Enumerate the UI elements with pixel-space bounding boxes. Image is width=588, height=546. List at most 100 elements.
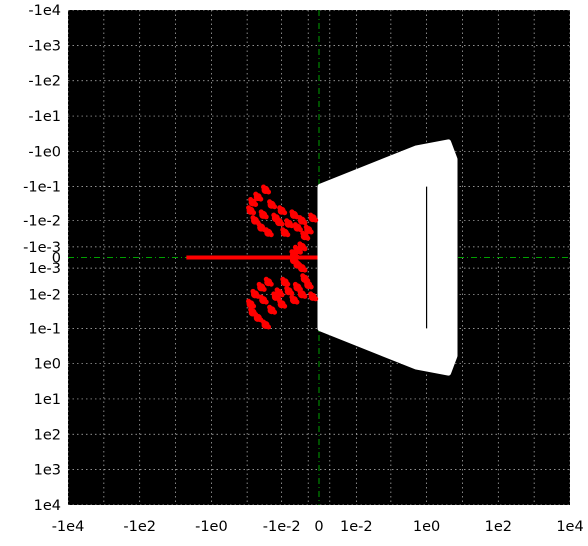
- data-point: [258, 294, 264, 300]
- data-point: [302, 246, 308, 252]
- scatter-points: [186, 184, 319, 330]
- x-tick-label: -1e0: [195, 519, 228, 535]
- data-point: [279, 292, 285, 298]
- data-point: [280, 276, 286, 282]
- series-arc: [289, 241, 308, 273]
- data-point: [263, 276, 269, 282]
- data-point: [289, 209, 295, 215]
- data-point: [305, 235, 311, 241]
- data-point: [268, 281, 274, 287]
- y-tick-label: 1e4: [34, 498, 61, 514]
- data-point: [308, 229, 314, 235]
- data-point: [297, 286, 303, 292]
- data-point: [267, 304, 273, 310]
- data-point: [282, 303, 288, 309]
- data-point: [313, 296, 319, 302]
- y-tick-label: 1e0: [34, 357, 61, 373]
- y-tick-label: -1e3: [28, 38, 61, 54]
- x-tick-label: -1e2: [123, 519, 156, 535]
- y-tick-label: -1e2: [28, 74, 61, 90]
- data-point: [289, 249, 295, 255]
- data-point: [256, 222, 262, 228]
- x-tick-label: 1e2: [485, 519, 512, 535]
- data-point: [261, 319, 267, 325]
- data-point: [272, 204, 278, 210]
- data-point: [274, 287, 280, 293]
- data-point: [308, 291, 314, 297]
- y-tick-label: 1e-3: [28, 261, 61, 277]
- x-tick-label: -1e-2: [263, 519, 301, 535]
- data-point: [284, 285, 290, 291]
- data-point: [294, 299, 300, 305]
- data-point: [284, 218, 290, 224]
- data-point: [271, 212, 277, 218]
- data-point: [313, 217, 319, 223]
- y-tick-labels: -1e4 -1e3 -1e2 -1e1 -1e0 -1e-1 -1e-2 -1e-301e-3…: [23, 3, 61, 514]
- y-tick-label: -1e1: [28, 109, 61, 125]
- data-point: [302, 220, 308, 226]
- data-point: [289, 290, 295, 296]
- data-point: [289, 254, 295, 260]
- data-point: [292, 222, 298, 228]
- x-tick-label: 1e-2: [340, 519, 373, 535]
- y-tick-label: 1e1: [34, 392, 61, 408]
- data-point: [297, 249, 303, 255]
- data-point: [266, 324, 272, 330]
- x-tick-label: 1e4: [556, 519, 583, 535]
- data-point: [274, 216, 280, 222]
- data-point: [277, 205, 283, 211]
- data-point: [253, 201, 259, 207]
- y-tick-label: -1e-2: [23, 214, 61, 230]
- data-point: [285, 281, 291, 287]
- data-point: [292, 244, 298, 250]
- data-point: [292, 281, 298, 287]
- x-tick-label: 0: [314, 519, 323, 535]
- data-point: [308, 284, 314, 290]
- data-point: [256, 281, 262, 287]
- series-lower-cluster: [246, 273, 319, 330]
- y-tick-label: 1e-1: [28, 321, 61, 337]
- data-point: [297, 215, 303, 221]
- data-point: [246, 298, 252, 304]
- data-point: [277, 298, 283, 304]
- data-point: [261, 184, 267, 190]
- x-tick-labels: -1e4 -1e2 -1e0 -1e-2 0 1e-2 1e0 1e2 1e4: [52, 519, 584, 535]
- y-tick-label: 0: [52, 251, 61, 267]
- data-point: [266, 189, 272, 195]
- data-point: [297, 241, 303, 247]
- data-point: [251, 303, 257, 309]
- data-point: [297, 227, 303, 233]
- y-tick-label: -1e-3: [23, 240, 61, 256]
- data-point: [263, 299, 269, 305]
- data-point: [302, 293, 308, 299]
- data-point: [268, 232, 274, 238]
- data-point: [300, 230, 306, 236]
- data-point: [258, 209, 264, 215]
- data-point: [292, 259, 298, 265]
- series-upper-cluster: [246, 184, 319, 241]
- data-point: [300, 273, 306, 279]
- data-point: [261, 286, 267, 292]
- data-point: [303, 224, 309, 230]
- data-point: [250, 288, 256, 294]
- data-point: [282, 210, 288, 216]
- data-point: [302, 267, 308, 273]
- data-point: [253, 312, 259, 318]
- data-point: [305, 278, 311, 284]
- white-region: [317, 139, 458, 376]
- data-point: [267, 199, 273, 205]
- x-tick-label: -1e4: [52, 519, 85, 535]
- data-point: [253, 191, 259, 197]
- y-tick-label: 1e2: [34, 427, 61, 443]
- data-point: [289, 294, 295, 300]
- data-point: [246, 205, 252, 211]
- y-tick-label: -1e0: [28, 144, 61, 160]
- y-tick-label: 1e-2: [28, 287, 61, 303]
- data-point: [251, 210, 257, 216]
- y-tick-label: 1e3: [34, 463, 61, 479]
- data-point: [280, 227, 286, 233]
- data-point: [250, 215, 256, 221]
- data-point: [285, 232, 291, 238]
- data-point: [258, 196, 264, 202]
